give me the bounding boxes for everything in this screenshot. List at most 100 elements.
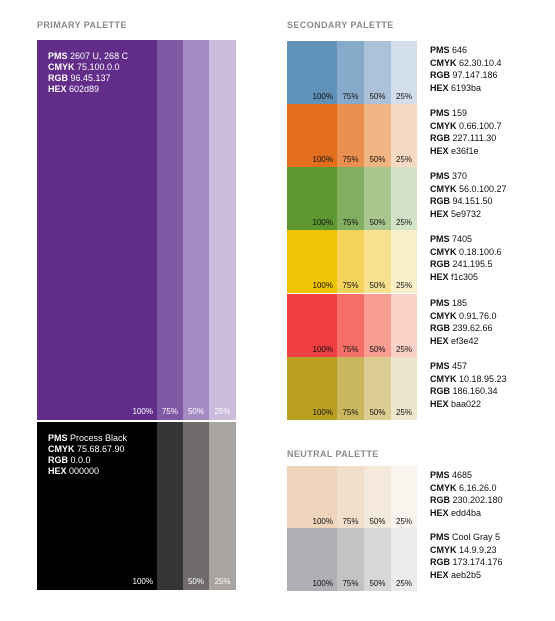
secondary-swatch-row: 100% 75% 50% 25% (287, 104, 417, 167)
swatch-75: 75% (337, 466, 364, 529)
rgb-value: 94.151.50 (452, 196, 493, 206)
swatch-75: 75% (337, 41, 364, 104)
tint-label: 25% (395, 218, 412, 227)
tint-label: 50% (369, 579, 386, 588)
pms-value: 370 (452, 171, 468, 181)
tint-label: 100% (132, 407, 153, 416)
swatch-100: 100% (287, 41, 337, 104)
hex-value: f1c305 (451, 271, 479, 282)
tint-label: 50% (187, 577, 204, 586)
tint-label: 25% (395, 579, 412, 588)
pms-value: 4685 (452, 470, 473, 480)
secondary-swatch-row: 100% 75% 50% 25% (287, 41, 417, 104)
cmyk-value: 6.16.26.0 (459, 482, 497, 493)
tint-label: 100% (312, 345, 333, 354)
color-spec: PMS 7405 CMYK 0.18.100.6 RGB 241.195.5 HEX … (430, 234, 502, 282)
swatch-25: 25% (391, 104, 417, 167)
cmyk-value: 75.100.0.0 (77, 62, 120, 72)
swatch-25: 25% (391, 466, 417, 529)
neutral-swatch-row: 100% 75% 50% 25% (287, 466, 417, 529)
tint-label: 75% (342, 345, 359, 354)
swatch-75: 75% (337, 230, 364, 293)
swatch-25: 25% (391, 294, 417, 357)
color-spec: PMS Cool Gray 5 CMYK 14.9.9.23 RGB 173.174… (430, 532, 503, 580)
swatch-25: 25% (391, 230, 417, 293)
rgb-value: 239.62.66 (452, 323, 493, 333)
neutral-palette-heading: NEUTRAL PALETTE (287, 449, 379, 459)
pms-value: 185 (452, 298, 468, 308)
secondary-swatch-row: 100% 75% 50% 25% (287, 230, 417, 293)
rgb-value: 227.111.30 (452, 133, 497, 143)
tint-label: 75% (342, 579, 359, 588)
swatch-75 (157, 422, 183, 590)
tint-label: 75% (161, 407, 178, 416)
rgb-value: 186.160.34 (452, 386, 498, 396)
cmyk-value: 0.91.76.0 (459, 310, 497, 321)
tint-label: 75% (342, 281, 359, 290)
swatch-50: 50% (364, 528, 391, 591)
tint-label: 50% (369, 408, 386, 417)
hex-value: edd4ba (451, 507, 482, 518)
cmyk-value: 14.9.9.23 (459, 544, 497, 555)
tint-label: 75% (342, 218, 359, 227)
color-spec: PMS 2607 U, 268 C CMYK 75.100.0.0 RGB 96… (48, 51, 129, 94)
primary-palette-heading: PRIMARY PALETTE (37, 20, 127, 30)
pms-value: 7405 (452, 234, 473, 244)
swatch-25: 25% (209, 40, 236, 420)
hex-value: 5e9732 (451, 208, 482, 219)
rgb-value: 97.147.186 (452, 70, 498, 80)
swatch-50: 50% (364, 41, 391, 104)
tint-label: 50% (369, 155, 386, 164)
tint-label: 25% (395, 281, 412, 290)
swatch-50: 50% (364, 294, 391, 357)
pms-value: 159 (452, 108, 468, 118)
swatch-25: 25% (209, 422, 236, 590)
hex-value: baa022 (451, 398, 482, 409)
tint-label: 100% (312, 92, 333, 101)
tint-label: 75% (342, 92, 359, 101)
primary-swatch-black: PMS Process Black CMYK 75.68.67.90 RGB 0… (37, 422, 236, 590)
tint-label: 50% (369, 281, 386, 290)
tint-label: 25% (395, 345, 412, 354)
tint-label: 100% (312, 281, 333, 290)
color-spec: PMS 185 CMYK 0.91.76.0 RGB 239.62.66 HEX ef… (430, 298, 497, 346)
rgb-value: 0.0.0 (70, 455, 91, 465)
tint-label: 50% (369, 517, 386, 526)
secondary-swatch-row: 100% 75% 50% 25% (287, 357, 417, 420)
swatch-75: 75% (157, 40, 183, 420)
color-spec: PMS 370 CMYK 56.0.100.27 RGB 94.151.50 HEX … (430, 171, 507, 219)
swatch-75: 75% (337, 528, 364, 591)
tint-label: 100% (312, 155, 333, 164)
hex-value: ef3e42 (451, 335, 479, 346)
swatch-50: 50% (183, 40, 209, 420)
swatch-75: 75% (337, 294, 364, 357)
swatch-100: 100% (287, 357, 337, 420)
primary-swatch-purple: PMS 2607 U, 268 C CMYK 75.100.0.0 RGB 96… (37, 40, 236, 420)
hex-value: aeb2b5 (451, 569, 482, 580)
secondary-swatch-row: 100% 75% 50% 25% (287, 294, 417, 357)
tint-label: 75% (342, 408, 359, 417)
pms-value: 646 (452, 45, 468, 55)
cmyk-value: 56.0.100.27 (459, 183, 507, 194)
rgb-value: 96.45.137 (70, 73, 111, 83)
tint-label: 50% (369, 345, 386, 354)
cmyk-value: 0.18.100.6 (459, 246, 502, 257)
tint-label: 100% (312, 517, 333, 526)
swatch-25: 25% (391, 167, 417, 230)
swatch-25: 25% (391, 41, 417, 104)
tint-label: 100% (312, 579, 333, 588)
cmyk-value: 0.66.100.7 (459, 120, 502, 131)
hex-value: 000000 (69, 466, 100, 476)
color-spec: PMS 4685 CMYK 6.16.26.0 RGB 230.202.180 HEX… (430, 470, 503, 518)
pms-value: Cool Gray 5 (452, 532, 501, 542)
tint-label: 25% (214, 577, 231, 586)
swatch-100: 100% (287, 528, 337, 591)
swatch-50: 50% (364, 104, 391, 167)
rgb-value: 173.174.176 (452, 557, 503, 567)
tint-label: 100% (312, 218, 333, 227)
cmyk-value: 62.30.10.4 (459, 57, 502, 68)
color-spec: PMS 457 CMYK 10.18.95.23 RGB 186.160.34 HEX… (430, 361, 507, 409)
rgb-value: 241.195.5 (452, 259, 493, 269)
tint-label: 50% (369, 92, 386, 101)
tint-label: 75% (342, 517, 359, 526)
